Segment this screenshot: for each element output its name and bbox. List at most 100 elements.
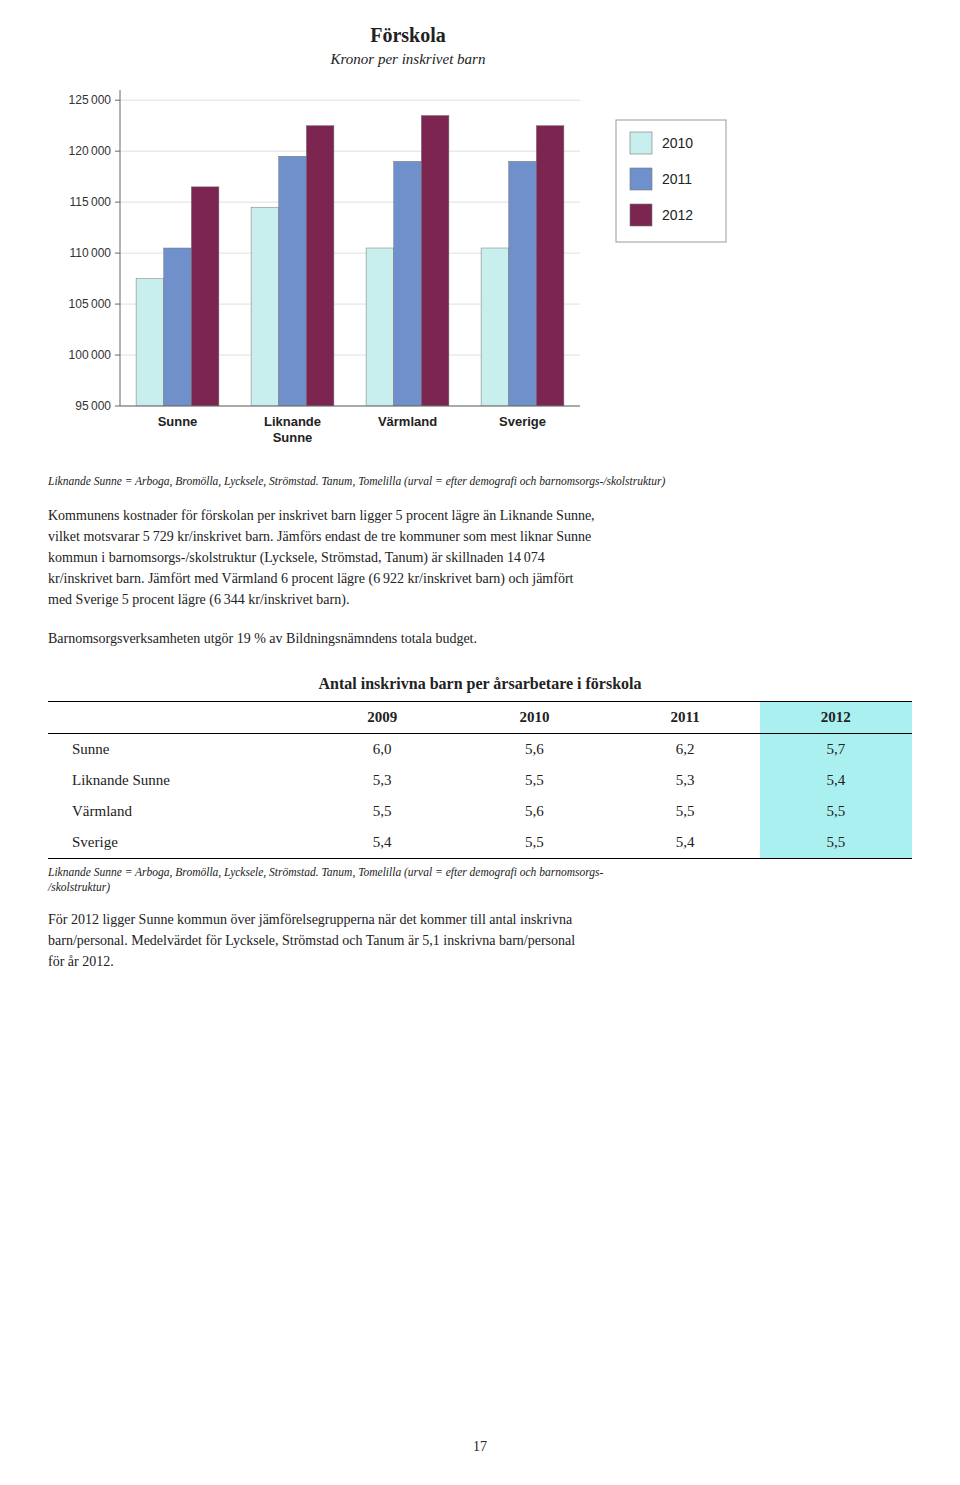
y-tick-label: 125 000 <box>69 93 112 107</box>
y-tick <box>115 202 120 203</box>
cell-value: 5,5 <box>525 834 544 850</box>
legend-label: 2012 <box>662 207 693 223</box>
cell-value: 5,6 <box>525 803 544 819</box>
page-number: 17 <box>0 1439 960 1455</box>
bar <box>164 248 192 406</box>
y-tick <box>115 151 120 152</box>
chart-title: Förskola <box>48 24 768 47</box>
y-axis <box>120 90 121 406</box>
cell-value: 5,6 <box>525 741 544 757</box>
x-tick-label-line: Sunne <box>273 430 313 445</box>
bar <box>509 161 537 406</box>
x-tick-label-line: Liknande <box>264 414 321 429</box>
table-cell: 5,7 <box>760 734 912 766</box>
table-header: 2009 <box>306 702 458 734</box>
cell-value: 6,2 <box>676 741 695 757</box>
cell-value: 5,3 <box>373 772 392 788</box>
table-footnote-line: Liknande Sunne = Arboga, Bromölla, Lycks… <box>48 865 912 880</box>
bar <box>536 126 564 406</box>
cell-value: 5,5 <box>826 803 845 819</box>
grid-line <box>120 100 580 101</box>
table-cell: 5,5 <box>458 765 610 796</box>
table-cell: 5,4 <box>611 827 760 859</box>
table-cell: 6,2 <box>611 734 760 766</box>
table-cell: 5,5 <box>760 827 912 859</box>
body-line: kommun i barnomsorgs-/skolstruktur (Lyck… <box>48 547 912 568</box>
table-cell: 5,5 <box>306 796 458 827</box>
body-line: Kommunens kostnader för förskolan per in… <box>48 505 912 526</box>
table-footnote: Liknande Sunne = Arboga, Bromölla, Lycks… <box>48 865 912 895</box>
bar <box>136 279 164 406</box>
bar <box>366 248 394 406</box>
table-row: Sverige5,45,55,45,5 <box>48 827 912 859</box>
table-header: 2010 <box>458 702 610 734</box>
row-label: Värmland <box>48 796 306 827</box>
bar <box>394 161 422 406</box>
row-label: Sverige <box>48 827 306 859</box>
bar <box>279 156 307 406</box>
bars <box>136 115 564 406</box>
cell-value: 5,3 <box>676 772 695 788</box>
legend-swatch <box>630 168 652 190</box>
chart: 95 000 100 000 105 000 110 000 115 000 120 00… <box>48 78 768 468</box>
table-cell: 5,6 <box>458 734 610 766</box>
chart-footnote: Liknande Sunne = Arboga, Bromölla, Lycks… <box>48 474 912 489</box>
table-head: 2009201020112012 <box>48 702 912 734</box>
y-tick-label: 105 000 <box>69 297 112 311</box>
body-line: barn/personal. Medelvärdet för Lycksele,… <box>48 930 912 951</box>
cell-value: 5,7 <box>826 741 845 757</box>
body-line: Barnomsorgsverksamheten utgör 19 % av Bi… <box>48 628 912 649</box>
row-label: Sunne <box>48 734 306 766</box>
page: Förskola Kronor per inskrivet barn 95 000 1… <box>48 24 912 972</box>
bar <box>421 115 449 406</box>
bar <box>481 248 509 406</box>
x-axis <box>120 406 580 407</box>
x-tick-label-line: Sunne <box>158 414 198 429</box>
body-line: kr/inskrivet barn. Jämfört med Värmland … <box>48 568 912 589</box>
body-line: för år 2012. <box>48 951 912 972</box>
legend-frame <box>616 120 726 242</box>
table-corner <box>48 702 306 734</box>
y-tick-label: 120 000 <box>69 144 112 158</box>
y-tick-label: 115 000 <box>69 195 111 209</box>
legend-label: 2010 <box>662 135 693 151</box>
table-footnote-line: /skolstruktur) <box>48 880 912 895</box>
legend-swatch <box>630 132 652 154</box>
table-title: Antal inskrivna barn per årsarbetare i f… <box>48 675 912 693</box>
y-tick-label: 110 000 <box>69 246 111 260</box>
grid-line <box>120 151 580 152</box>
x-tick-label-line: Sverige <box>499 414 546 429</box>
cell-value: 5,5 <box>373 803 392 819</box>
table-cell: 5,3 <box>306 765 458 796</box>
bar <box>306 126 334 406</box>
body-line: med Sverige 5 procent lägre (6 344 kr/in… <box>48 589 912 610</box>
row-label: Liknande Sunne <box>48 765 306 796</box>
y-tick-label: 100 000 <box>69 348 112 362</box>
y-tick-label: 95 000 <box>75 399 111 413</box>
x-tick-label-line: Värmland <box>378 414 437 429</box>
table-cell: 5,6 <box>458 796 610 827</box>
y-tick <box>115 304 120 305</box>
table-header: 2011 <box>611 702 760 734</box>
table-cell: 6,0 <box>306 734 458 766</box>
cell-value: 5,4 <box>826 772 845 788</box>
x-tick-label: Sunne <box>158 414 198 429</box>
table-cell: 5,4 <box>760 765 912 796</box>
chart-header: Förskola Kronor per inskrivet barn <box>48 24 768 68</box>
table-row: Värmland 5,5 5,6 5,5 5,5 <box>48 796 912 827</box>
table-header-row: 2009201020112012 <box>48 702 912 734</box>
y-tick <box>115 100 120 101</box>
table-cell: 5,4 <box>306 827 458 859</box>
legend: 201020112012 <box>616 120 726 242</box>
x-tick-label: Värmland <box>378 414 437 429</box>
table-cell: 5,5 <box>760 796 912 827</box>
grid-line <box>120 406 580 407</box>
cell-value: 5,5 <box>676 803 695 819</box>
y-tick <box>115 253 120 254</box>
cell-value: 5,5 <box>826 834 845 850</box>
bar <box>251 207 279 406</box>
chart-subtitle: Kronor per inskrivet barn <box>48 51 768 68</box>
data-table: 2009201020112012Sunne 6,0 5,6 6,2 5,7 Liknand… <box>48 701 912 859</box>
cell-value: 6,0 <box>373 741 392 757</box>
bar <box>191 187 219 406</box>
